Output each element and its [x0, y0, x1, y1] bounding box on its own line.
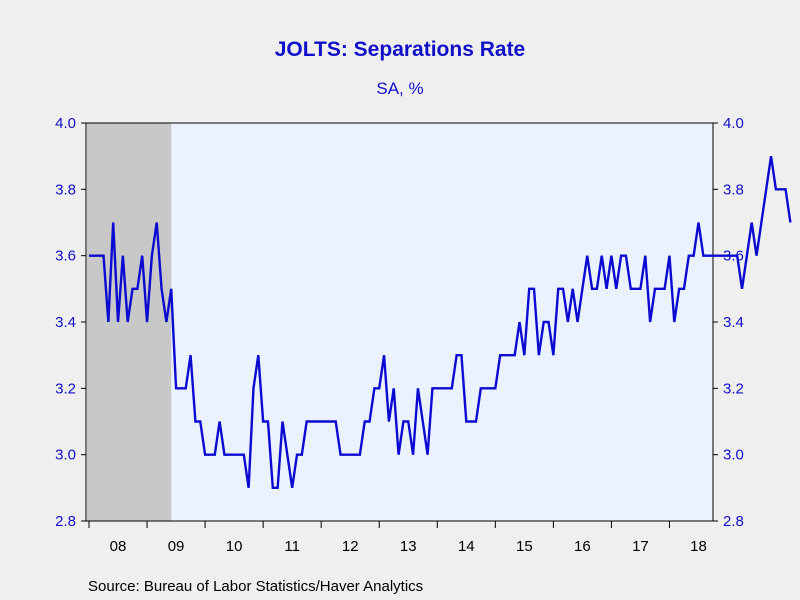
- chart-subtitle: SA, %: [376, 79, 424, 98]
- x-tick-label: 15: [516, 538, 533, 555]
- x-tick-label: 14: [458, 538, 475, 555]
- separations-rate-line: [89, 155, 792, 490]
- chart-title: JOLTS: Separations Rate: [274, 38, 526, 61]
- y-tick-label-right: 3.4: [723, 314, 744, 331]
- x-tick-label: 08: [110, 538, 127, 555]
- y-tick-label-right: 3.0: [723, 447, 744, 464]
- chart-source: Source: Bureau of Labor Statistics/Haver…: [88, 578, 424, 595]
- y-tick-label-right: 3.2: [723, 380, 744, 397]
- y-tick-label-left: 3.8: [55, 181, 76, 198]
- y-tick-label-left: 3.6: [55, 248, 76, 265]
- y-tick-label-left: 3.4: [55, 314, 76, 331]
- recession-shade: [87, 123, 172, 521]
- x-tick-label: 12: [342, 538, 359, 555]
- x-tick-label: 10: [226, 538, 243, 555]
- x-tick-label: 13: [400, 538, 417, 555]
- x-tick-label: 17: [632, 538, 649, 555]
- y-tick-label-left: 4.0: [55, 115, 76, 132]
- y-tick-label-left: 3.0: [55, 447, 76, 464]
- x-tick-label: 11: [284, 538, 300, 555]
- plot-area: [86, 123, 713, 521]
- y-tick-label-left: 2.8: [55, 513, 76, 530]
- x-tick-label: 09: [168, 538, 185, 555]
- y-tick-label-right: 3.8: [723, 181, 744, 198]
- y-tick-label-right: 4.0: [723, 115, 744, 132]
- x-tick-label: 18: [690, 538, 707, 555]
- y-tick-label-right: 2.8: [723, 513, 744, 530]
- y-tick-label-left: 3.2: [55, 380, 76, 397]
- x-tick-label: 16: [574, 538, 591, 555]
